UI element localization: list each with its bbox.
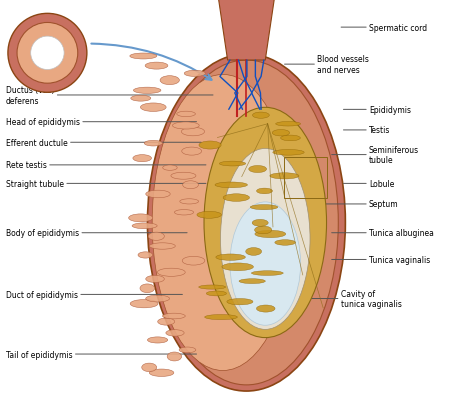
Ellipse shape xyxy=(182,257,205,266)
Ellipse shape xyxy=(249,166,266,173)
Text: Efferent ductule: Efferent ductule xyxy=(6,138,201,147)
Ellipse shape xyxy=(253,113,269,119)
Ellipse shape xyxy=(163,313,185,319)
Ellipse shape xyxy=(222,263,254,271)
Ellipse shape xyxy=(256,305,275,312)
Ellipse shape xyxy=(273,150,304,156)
Ellipse shape xyxy=(230,202,301,325)
Ellipse shape xyxy=(146,276,164,283)
Ellipse shape xyxy=(163,166,177,171)
Ellipse shape xyxy=(220,149,310,330)
Text: Ductus (vas)
deferens: Ductus (vas) deferens xyxy=(6,86,213,105)
Ellipse shape xyxy=(250,205,278,210)
Ellipse shape xyxy=(158,318,174,325)
Ellipse shape xyxy=(138,252,153,259)
Ellipse shape xyxy=(145,63,168,70)
Ellipse shape xyxy=(177,112,195,117)
Polygon shape xyxy=(218,0,275,61)
Ellipse shape xyxy=(134,88,161,94)
Ellipse shape xyxy=(239,279,265,284)
Ellipse shape xyxy=(142,363,157,372)
Text: Body of epididymis: Body of epididymis xyxy=(6,229,187,237)
Ellipse shape xyxy=(179,347,196,353)
Text: Straight tubule: Straight tubule xyxy=(6,179,206,188)
Ellipse shape xyxy=(147,337,168,343)
Ellipse shape xyxy=(205,315,237,320)
Ellipse shape xyxy=(182,181,199,189)
Ellipse shape xyxy=(144,141,163,147)
Ellipse shape xyxy=(223,194,249,202)
Ellipse shape xyxy=(272,130,290,137)
Text: Septum: Septum xyxy=(325,200,399,209)
Ellipse shape xyxy=(171,173,196,180)
Ellipse shape xyxy=(17,24,78,84)
Ellipse shape xyxy=(275,240,295,246)
Ellipse shape xyxy=(174,210,193,216)
Text: Duct of epididymis: Duct of epididymis xyxy=(6,290,182,299)
Ellipse shape xyxy=(133,155,152,162)
Ellipse shape xyxy=(180,199,199,204)
Ellipse shape xyxy=(147,55,346,391)
Text: Spermatic cord: Spermatic cord xyxy=(341,24,427,33)
Text: Tunica albuginea: Tunica albuginea xyxy=(332,229,434,237)
Ellipse shape xyxy=(146,295,170,302)
Ellipse shape xyxy=(149,243,175,249)
Ellipse shape xyxy=(130,300,158,308)
Ellipse shape xyxy=(276,122,301,127)
Ellipse shape xyxy=(281,136,301,141)
Ellipse shape xyxy=(182,128,204,136)
Ellipse shape xyxy=(140,104,166,112)
Ellipse shape xyxy=(149,369,174,377)
Ellipse shape xyxy=(252,220,268,227)
Ellipse shape xyxy=(255,231,286,238)
Text: Rete testis: Rete testis xyxy=(6,161,206,170)
Ellipse shape xyxy=(199,285,226,290)
Ellipse shape xyxy=(166,330,184,336)
Text: Tunica vaginalis: Tunica vaginalis xyxy=(332,255,430,264)
Ellipse shape xyxy=(197,212,221,219)
Ellipse shape xyxy=(130,54,157,60)
Ellipse shape xyxy=(128,214,153,222)
Ellipse shape xyxy=(215,183,247,188)
Text: Testis: Testis xyxy=(344,126,390,135)
Ellipse shape xyxy=(131,96,151,102)
Ellipse shape xyxy=(173,123,199,130)
Ellipse shape xyxy=(132,223,157,229)
Text: Blood vessels
and nerves: Blood vessels and nerves xyxy=(284,55,369,75)
Ellipse shape xyxy=(155,61,338,385)
Ellipse shape xyxy=(152,75,293,370)
Ellipse shape xyxy=(219,162,246,166)
Text: Seminiferous
tubule: Seminiferous tubule xyxy=(332,145,419,165)
Ellipse shape xyxy=(251,271,283,276)
Ellipse shape xyxy=(160,76,179,85)
Ellipse shape xyxy=(31,37,64,70)
Ellipse shape xyxy=(270,173,299,180)
Ellipse shape xyxy=(182,148,202,156)
Ellipse shape xyxy=(167,352,182,361)
Ellipse shape xyxy=(146,191,170,198)
Ellipse shape xyxy=(204,108,327,338)
Ellipse shape xyxy=(8,14,87,93)
Text: Epididymis: Epididymis xyxy=(344,106,411,114)
Text: Head of epididymis: Head of epididymis xyxy=(6,118,197,127)
Ellipse shape xyxy=(216,254,246,261)
Ellipse shape xyxy=(206,291,227,296)
Ellipse shape xyxy=(256,189,273,194)
Ellipse shape xyxy=(148,233,164,241)
Ellipse shape xyxy=(199,142,221,150)
Ellipse shape xyxy=(227,299,253,305)
Ellipse shape xyxy=(140,284,155,293)
Ellipse shape xyxy=(255,226,272,234)
Ellipse shape xyxy=(157,268,185,277)
Text: Cavity of
tunica vaginalis: Cavity of tunica vaginalis xyxy=(308,289,401,309)
Text: Tail of epididymis: Tail of epididymis xyxy=(6,350,197,358)
Ellipse shape xyxy=(184,71,205,77)
Text: Lobule: Lobule xyxy=(344,179,394,188)
Ellipse shape xyxy=(246,248,262,256)
